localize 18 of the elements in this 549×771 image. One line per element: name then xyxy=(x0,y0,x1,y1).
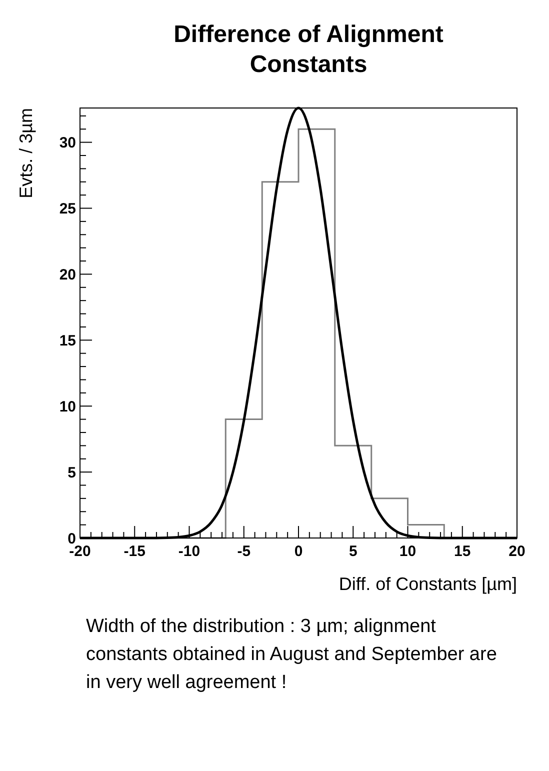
y-tick-label: 30 xyxy=(59,134,76,152)
x-tick-label: 0 xyxy=(294,543,303,560)
y-tick-label: 15 xyxy=(59,332,76,350)
chart-title: Difference of Alignment Constants xyxy=(174,21,444,78)
x-tick-label: 20 xyxy=(508,543,526,560)
x-axis-title: Diff. of Constants [µm] xyxy=(338,574,517,594)
x-tick-label: -15 xyxy=(124,543,146,560)
x-tick-label: -5 xyxy=(237,543,251,560)
x-tick-label: -10 xyxy=(178,543,200,560)
text: Width of the distribution : 3 µm; alignment constants obtained in August and September are in very well agreement ! xyxy=(86,615,498,695)
y-tick-label: 5 xyxy=(68,464,76,482)
x-tick-label: 15 xyxy=(454,543,471,560)
y-tick-label: 25 xyxy=(59,200,76,218)
y-tick-label: 20 xyxy=(59,266,76,284)
y-axis-title: Evts. / 3µm xyxy=(16,108,36,198)
y-tick-label: 10 xyxy=(59,398,76,416)
x-tick-label: 10 xyxy=(399,543,416,560)
x-tick-label: 5 xyxy=(348,543,358,560)
